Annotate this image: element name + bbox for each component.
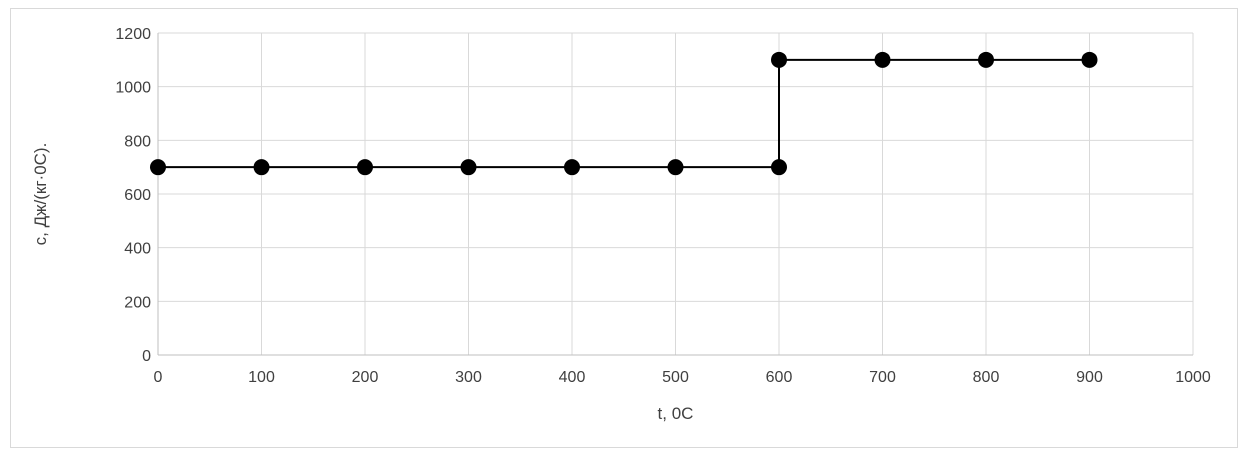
y-tick-label: 800 — [124, 133, 151, 150]
grid-lines — [158, 32, 1194, 355]
x-axis-title: t, 0C — [658, 404, 694, 423]
series-group — [150, 51, 1098, 176]
y-tick-label: 200 — [124, 294, 151, 311]
series-line — [158, 58, 1090, 169]
axes — [157, 33, 1193, 356]
y-tick-label: 1000 — [115, 80, 151, 97]
data-point — [564, 159, 580, 176]
data-point — [253, 159, 270, 176]
x-tick-label: 700 — [869, 369, 896, 386]
data-point — [357, 159, 373, 176]
x-tick-label: 500 — [662, 369, 689, 386]
data-point — [874, 51, 891, 68]
x-tick-label: 600 — [766, 369, 793, 386]
data-point — [150, 159, 166, 176]
x-tick-label: 1000 — [1175, 369, 1211, 386]
x-tick-label: 800 — [973, 369, 1000, 386]
data-point — [771, 159, 787, 176]
data-point — [771, 51, 787, 68]
x-tick-label: 400 — [559, 369, 586, 386]
y-tick-labels: 0 200 400 600 800 1000 1200 — [115, 26, 151, 365]
x-tick-label: 200 — [352, 369, 379, 386]
y-tick-label: 400 — [124, 241, 151, 258]
x-tick-label: 300 — [455, 369, 482, 386]
y-axis-title: c, Дж/(кг·0С). — [31, 143, 50, 246]
x-tick-label: 0 — [154, 369, 163, 386]
y-tick-label: 600 — [124, 187, 151, 204]
data-point — [667, 159, 684, 176]
data-point — [1081, 51, 1098, 68]
chart-frame — [10, 8, 1238, 448]
y-tick-label: 0 — [142, 348, 151, 365]
data-point — [460, 159, 477, 176]
x-tick-label: 100 — [248, 369, 275, 386]
data-point — [978, 51, 994, 68]
y-tick-label: 1200 — [115, 26, 151, 43]
x-tick-labels: 0 100 200 300 400 500 600 700 800 900 1000 — [154, 369, 1211, 386]
x-tick-label: 900 — [1076, 369, 1103, 386]
